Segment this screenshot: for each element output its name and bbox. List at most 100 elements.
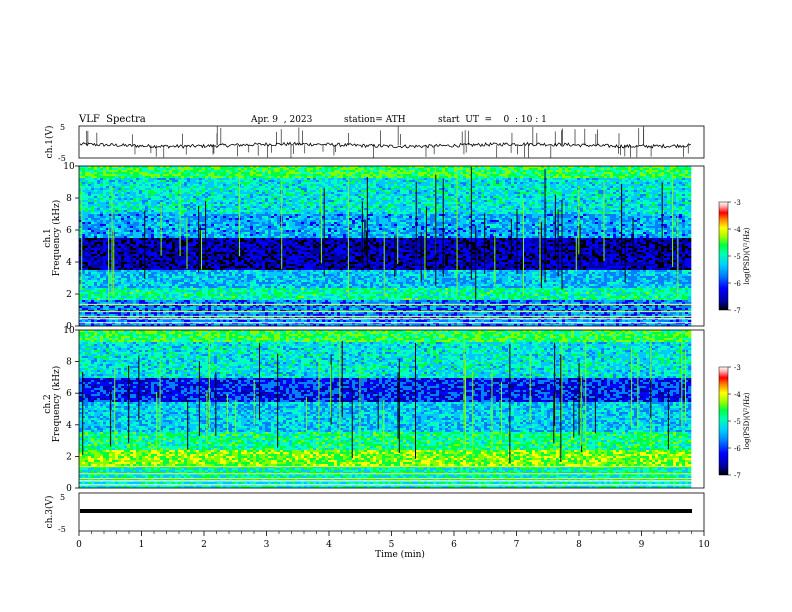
spectrogram-cell <box>277 172 281 175</box>
spectrogram-cell <box>544 190 548 193</box>
spectrogram-cell <box>115 168 119 171</box>
spectrogram-cell <box>358 200 362 203</box>
spectrogram-cell <box>391 170 395 173</box>
spectrogram-cell <box>463 208 467 211</box>
spectrogram-cell <box>535 206 539 209</box>
spectrogram-cell <box>631 182 635 185</box>
spectrogram-cell <box>367 212 371 215</box>
spectrogram-cell <box>616 176 620 179</box>
spectrogram-cell <box>208 174 212 177</box>
spectrogram-cell <box>526 182 530 185</box>
spectrogram-cell <box>460 204 464 207</box>
spectrogram-cell <box>85 174 89 177</box>
spectrogram-cell <box>601 200 605 203</box>
spectrogram-cell <box>682 198 686 201</box>
spectrogram-cell <box>388 196 392 199</box>
spectrogram-cell <box>181 180 185 183</box>
spectrogram-cell <box>481 182 485 185</box>
spectrogram-cell <box>223 184 227 187</box>
spectrogram-cell <box>577 174 581 177</box>
spectrogram-cell <box>181 194 185 197</box>
spectrogram-cell <box>349 194 353 197</box>
spectrogram-cell <box>484 192 488 195</box>
spectrogram-cell <box>184 206 188 209</box>
spectrogram-cell <box>517 196 521 199</box>
spectrogram-cell <box>211 194 215 197</box>
spectrogram-cell <box>115 188 119 191</box>
spectrogram-cell <box>190 194 194 197</box>
spectrogram-cell <box>82 178 86 181</box>
spectrogram-cell <box>415 174 419 177</box>
spectrogram-cell <box>376 192 380 195</box>
spectrogram-cell <box>397 188 401 191</box>
spectrogram-cell <box>634 208 638 211</box>
spectrogram-cell <box>277 186 281 189</box>
spectrogram-cell <box>472 196 476 199</box>
spectrogram-cell <box>547 188 551 191</box>
spectrogram-cell <box>655 186 659 189</box>
spectrogram-cell <box>109 166 113 169</box>
spectrogram-cell <box>163 168 167 171</box>
spectrogram-cell <box>268 202 272 205</box>
spectrogram-cell <box>526 186 530 189</box>
spectrogram-cell <box>379 212 383 215</box>
spectrogram-cell <box>145 182 149 185</box>
spectrogram-cell <box>685 212 689 215</box>
spectrogram-cell <box>364 188 368 191</box>
spectrogram-cell <box>679 176 683 179</box>
spectrogram-cell <box>229 194 233 197</box>
spectrogram-cell <box>352 184 356 187</box>
spectrogram-cell <box>259 200 263 203</box>
spectrogram-cell <box>469 198 473 201</box>
spectrogram-cell <box>664 190 668 193</box>
spectrogram-cell <box>649 190 653 193</box>
spectrogram-cell <box>499 202 503 205</box>
spectrogram-cell <box>508 188 512 191</box>
spectrogram-cell <box>601 180 605 183</box>
spectrogram-cell <box>529 206 533 209</box>
spectrogram-cell <box>493 174 497 177</box>
spectrogram-cell <box>628 188 632 191</box>
spectrogram-cell <box>310 176 314 179</box>
spectrogram-cell <box>568 166 572 169</box>
spectrogram-cell <box>118 190 122 193</box>
spectrogram-cell <box>517 202 521 205</box>
spectrogram-cell <box>196 182 200 185</box>
spectrogram-cell <box>130 190 134 193</box>
spectrogram-cell <box>601 206 605 209</box>
spectrogram-cell <box>133 204 137 207</box>
spectrogram-cell <box>592 210 596 213</box>
spectrogram-cell <box>508 204 512 207</box>
spectrogram-cell <box>400 198 404 201</box>
spectrogram-cell <box>577 172 581 175</box>
spectrogram-cell <box>592 180 596 183</box>
spectrogram-cell <box>256 188 260 191</box>
spectrogram-cell <box>205 198 209 201</box>
spectrogram-cell <box>511 188 515 191</box>
spectrogram-cell <box>643 182 647 185</box>
spectrogram-cell <box>568 188 572 191</box>
spectrogram-cell <box>151 206 155 209</box>
spectrogram-cell <box>469 188 473 191</box>
spectrogram-cell <box>319 204 323 207</box>
spectrogram-cell <box>154 198 158 201</box>
spectrogram-cell <box>139 188 143 191</box>
spectrogram-cell <box>289 204 293 207</box>
spectrogram-cell <box>550 178 554 181</box>
spectrogram-cell <box>289 182 293 185</box>
spectrogram-cell <box>592 170 596 173</box>
ch1-ylabel: ch.1(V) <box>44 126 55 159</box>
spectrogram-cell <box>85 188 89 191</box>
spectrogram-cell <box>172 212 176 215</box>
spectrogram-cell <box>619 166 623 169</box>
spectrogram-cell <box>577 170 581 173</box>
spectrogram-cell <box>220 172 224 175</box>
spectrogram-cell <box>616 212 620 215</box>
spectrogram-cell <box>286 192 290 195</box>
spectrogram-cell <box>187 180 191 183</box>
spectrogram-cell <box>430 180 434 183</box>
spectrogram-cell <box>409 184 413 187</box>
spectrogram-cell <box>559 212 563 215</box>
spectrogram-cell <box>343 188 347 191</box>
spectrogram-cell <box>88 188 92 191</box>
